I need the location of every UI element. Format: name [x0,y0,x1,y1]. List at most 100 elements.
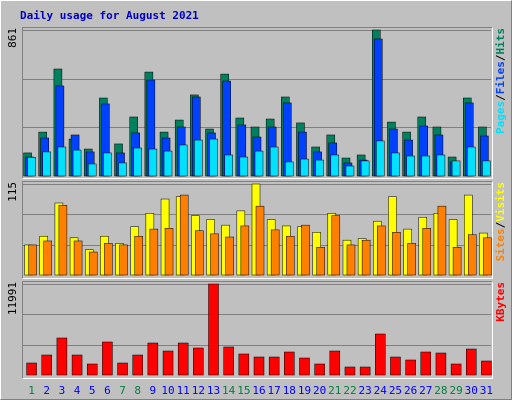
bar [436,154,446,177]
bar [177,342,189,376]
bar [193,347,204,376]
bar [391,152,400,177]
panel-edge-dark [22,181,493,279]
bar [179,194,189,276]
x-tick-label: 30 [465,384,478,397]
x-tick-label: 18 [283,384,296,397]
x-tick-label: 16 [252,384,265,397]
bar [224,154,233,177]
bar [254,150,264,177]
bar [437,205,447,276]
bar [28,244,37,276]
bar [482,160,491,177]
bar [119,244,128,276]
bar [284,351,295,376]
bar [42,151,51,177]
bar [117,362,128,376]
bar [238,353,250,376]
bar [450,363,462,376]
bar [452,247,462,276]
x-tick-label: 1 [28,384,35,397]
bar [466,348,477,376]
bar [422,228,432,276]
bar [346,244,356,276]
bar [58,205,68,276]
x-tick-label: 25 [389,384,402,397]
bar [315,159,324,177]
bar [392,232,401,276]
bar [253,356,265,376]
bar [376,140,385,177]
bar [268,356,280,376]
bar [103,152,112,177]
x-tick-label: 8 [134,384,141,397]
bar [118,162,127,177]
bar [451,160,461,177]
y-tick-label: 861 [6,28,19,48]
bar [316,247,325,276]
legend-entry: Files [494,61,507,94]
legend-separator: / [494,221,507,228]
bar [133,147,142,177]
x-tick-label: 22 [343,384,356,397]
x-tick-label: 26 [404,384,417,397]
bar [481,360,492,376]
bar [345,165,355,177]
y-tick-label: 11991 [6,282,19,315]
legend-entry: Pages [494,101,507,134]
legend-entry: Hits [494,28,507,55]
x-tick-label: 14 [222,384,236,397]
x-tick-label: 28 [434,384,447,397]
bar [86,363,98,376]
panel-edge-light [22,181,493,279]
legend: Pages/Files/Hits [494,28,507,134]
x-tick-label: 2 [43,384,50,397]
bar [223,346,234,376]
bar [435,352,447,376]
bar [134,235,143,276]
bar [26,362,37,376]
x-tick-label: 6 [104,384,111,397]
legend-entry: Visits [494,182,507,222]
bar [269,146,279,177]
bar [104,243,113,276]
x-tick-label: 17 [268,384,281,397]
bar [331,215,341,276]
bar [72,149,82,177]
bar [483,237,492,276]
bar [375,333,386,376]
x-tick-label: 29 [449,384,462,397]
bar [390,356,401,376]
bar [240,225,250,276]
bar [73,240,83,276]
bar [162,350,174,376]
bar [208,283,219,376]
bar [210,233,219,276]
bar [41,354,52,376]
legend: Sites/Visits [494,182,507,262]
bar [164,228,174,276]
bar [178,144,188,177]
legend-entry: KBytes [494,282,507,322]
x-tick-label: 4 [74,384,81,397]
chart-title: Daily usage for August 2021 [20,9,199,22]
x-tick-label: 21 [328,384,341,397]
bar [102,341,113,376]
bar [163,150,173,177]
bar [27,157,36,177]
bar [270,229,280,276]
bar [359,366,371,376]
bar [314,363,325,376]
x-tick-label: 20 [313,384,326,397]
legend-separator: / [494,54,507,61]
bar [56,337,68,376]
x-tick-label: 3 [59,384,66,397]
x-tick-label: 12 [192,384,205,397]
bar [421,155,431,177]
bar [87,163,97,177]
bar [239,156,249,177]
bar [300,158,309,177]
